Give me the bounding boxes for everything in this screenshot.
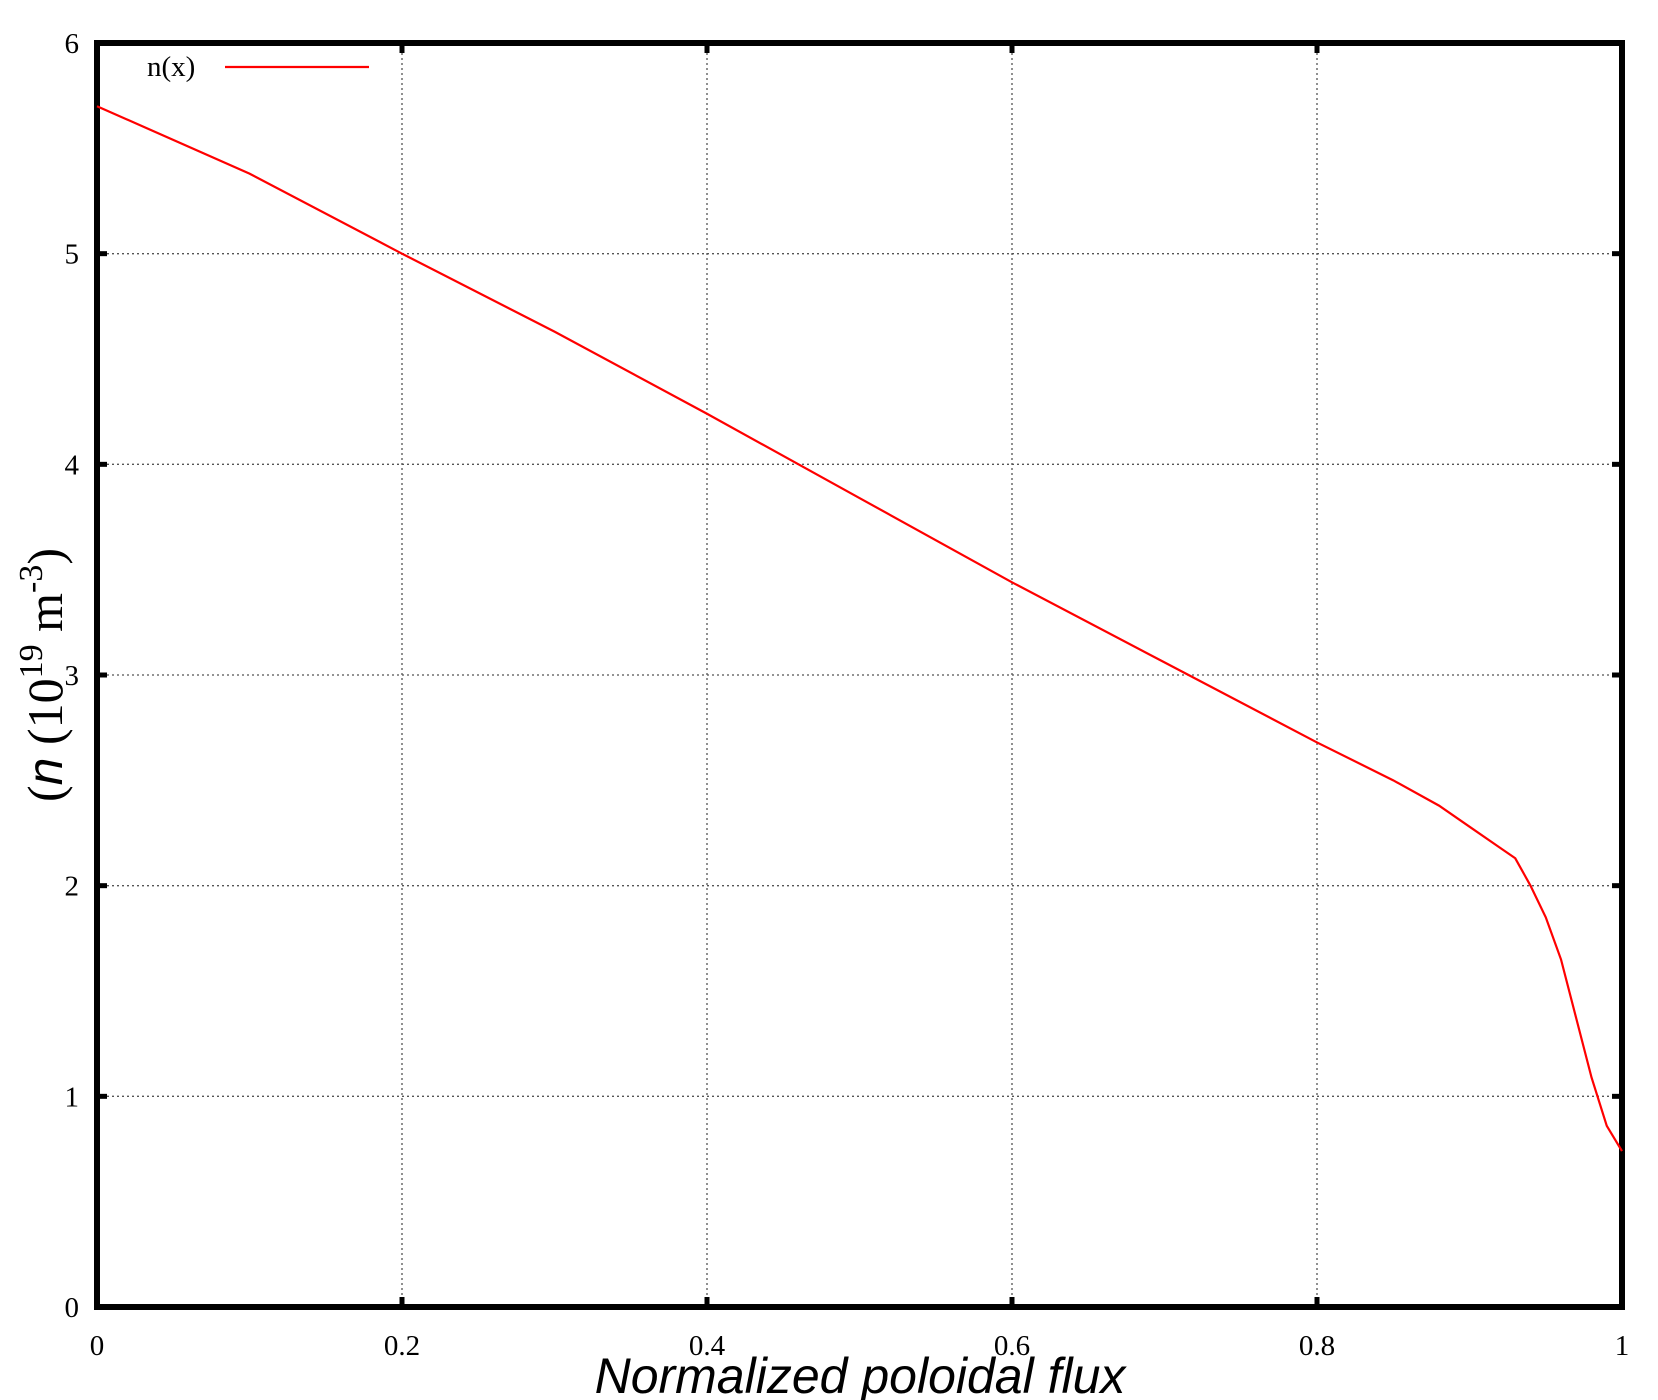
y-tick-label: 0 [65,1292,80,1324]
y-label-part: -3 [13,565,50,593]
y-tick-label: 2 [65,871,80,903]
y-label-part: n [17,758,73,786]
y-tick-label: 5 [65,239,80,271]
x-tick-label: 0.2 [384,1330,420,1362]
y-label-part: ( [17,785,73,802]
y-tick-label: 4 [65,449,80,481]
plot-frame [94,40,1625,1310]
y-label-part: (10 [17,678,73,757]
y-tick-label: 1 [65,1081,80,1113]
x-tick-label: 0.4 [689,1330,726,1362]
y-tick-label: 6 [65,28,80,60]
x-tick-label: 1 [1615,1330,1630,1362]
data-line [96,105,1623,1152]
x-tick-label: 0 [90,1330,105,1362]
x-axis-label: Normalized poloidal flux [595,1348,1128,1400]
y-label-part: m [17,593,73,645]
y-label-part: ) [17,548,73,565]
x-tick-label: 0.6 [994,1330,1030,1362]
y-axis-label: (n (1019 m-3) [13,548,73,802]
y-tick-label: 3 [65,660,80,692]
x-tick-label: 0.8 [1299,1330,1335,1362]
y-label-part: 19 [13,644,50,678]
legend-label: n(x) [147,51,195,83]
